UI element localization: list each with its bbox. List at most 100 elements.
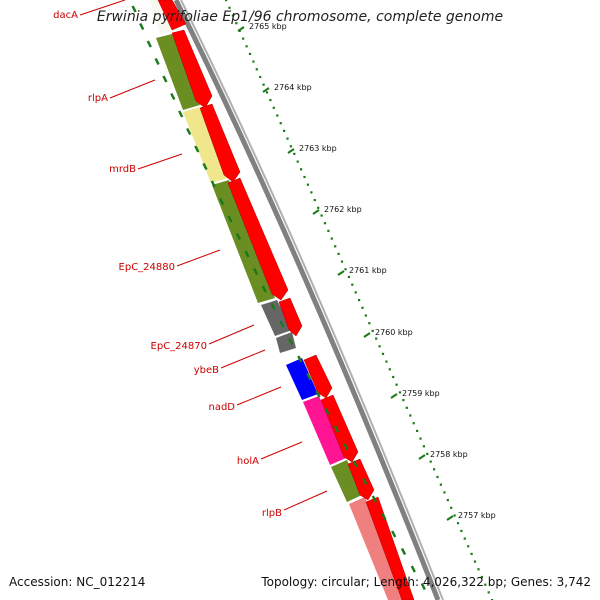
ruler-dot xyxy=(245,45,248,48)
ruler-dot xyxy=(436,475,439,479)
cds-arrow[interactable] xyxy=(303,354,333,399)
inner-dash xyxy=(288,337,294,346)
gene-track xyxy=(150,0,404,600)
ruler-dot xyxy=(303,175,306,179)
ruler-dot xyxy=(262,83,265,86)
ruler-dot xyxy=(259,75,262,79)
ruler-dot xyxy=(265,91,269,94)
ruler-dot xyxy=(368,322,371,325)
inner-dash xyxy=(410,565,416,573)
inner-dash xyxy=(371,495,377,503)
ruler-tick-label: 2762 kbp xyxy=(324,205,362,214)
gene-band-salmon[interactable] xyxy=(349,497,404,600)
gene-label-nadD[interactable]: nadD xyxy=(208,402,235,413)
ruler-tick-label: 2758 kbp xyxy=(430,450,468,459)
inner-dash xyxy=(261,285,267,293)
inner-dash xyxy=(352,460,358,468)
ruler-dot xyxy=(313,199,316,202)
ruler-tick-label: 2760 kbp xyxy=(375,328,413,337)
ruler-dot xyxy=(405,406,408,409)
inner-dash xyxy=(227,215,233,223)
ruler-tick-label: 2759 kbp xyxy=(402,389,440,398)
ruler-dot xyxy=(300,168,303,171)
inner-dash xyxy=(162,75,168,83)
ruler-dot xyxy=(242,37,245,40)
gene-label-EpC_24880[interactable]: EpC_24880 xyxy=(119,262,175,273)
ruler-dot xyxy=(364,314,367,317)
ruler-dot xyxy=(426,452,429,455)
gene-band-rlpB[interactable] xyxy=(331,460,362,502)
ruler-tick xyxy=(390,393,398,399)
cds-arrow[interactable] xyxy=(171,29,213,109)
ruler-dot xyxy=(412,422,415,425)
ruler-dot xyxy=(381,352,385,355)
ruler-dot xyxy=(337,252,340,255)
ruler-dot xyxy=(354,291,357,294)
ruler-dot xyxy=(433,468,436,471)
inner-dash xyxy=(154,57,160,66)
gene-band-EpC_24870[interactable] xyxy=(261,300,292,336)
ruler-dot xyxy=(402,399,405,402)
backbone-shadow xyxy=(180,0,444,600)
inner-dash xyxy=(194,145,200,153)
ruler-tick xyxy=(312,209,320,215)
ruler-dot xyxy=(334,245,337,248)
ruler-dot xyxy=(453,514,456,517)
ruler-dot xyxy=(385,360,388,363)
cds-arrow[interactable] xyxy=(347,458,375,501)
ruler-dot xyxy=(289,145,292,148)
cds-arrow[interactable] xyxy=(157,0,187,31)
ruler-dot xyxy=(473,560,477,563)
ruler-dot xyxy=(361,306,364,309)
inner-dash xyxy=(178,110,184,118)
gene-band-EpC_24880[interactable] xyxy=(212,180,275,303)
gene-label-mrdB[interactable]: mrdB xyxy=(109,164,136,175)
ruler-dot xyxy=(293,152,296,155)
inner-dash xyxy=(186,127,192,136)
inner-dash xyxy=(146,40,152,48)
ruler-dot xyxy=(371,329,374,332)
ruler-dot xyxy=(272,106,275,109)
gene-band-rlpA[interactable] xyxy=(156,34,200,110)
ruler-dot xyxy=(429,460,432,463)
ruler-tick xyxy=(287,148,295,154)
ruler-dot xyxy=(347,275,350,279)
inner-dash xyxy=(391,530,397,538)
ruler-dot xyxy=(443,491,446,494)
gene-label-leader xyxy=(236,386,282,406)
gene-label-leader xyxy=(283,490,328,511)
gene-label-rlpB[interactable]: rlpB xyxy=(262,508,282,519)
inner-dash xyxy=(210,180,216,188)
gene-label-leader xyxy=(176,249,221,267)
accession-label: Accession: NC_012214 xyxy=(9,575,146,589)
gene-band-mrdB[interactable] xyxy=(183,107,228,183)
ruler-dot xyxy=(283,129,286,132)
inner-dash xyxy=(306,372,312,381)
ruler-tick-label: 2764 kbp xyxy=(274,83,312,92)
inner-dash xyxy=(218,197,225,206)
gene-label-rlpA[interactable]: rlpA xyxy=(88,93,108,104)
cds-arrow[interactable] xyxy=(199,103,241,183)
chromosome-backbone xyxy=(173,0,441,600)
ruler-dot xyxy=(317,206,320,209)
inner-dash xyxy=(362,477,368,486)
gene-label-ybeB[interactable]: ybeB xyxy=(194,365,219,376)
cds-arrow[interactable] xyxy=(227,177,289,301)
cds-arrow[interactable] xyxy=(278,297,303,337)
ruler-dot xyxy=(340,260,344,263)
ruler-dot xyxy=(480,575,483,579)
cds-arrow[interactable] xyxy=(320,394,359,463)
gene-band-nadD[interactable] xyxy=(286,358,318,400)
inner-dash xyxy=(170,92,176,101)
gene-band-holA[interactable] xyxy=(303,396,346,465)
ruler-dot xyxy=(398,391,402,394)
inner-dash xyxy=(297,355,303,363)
ruler-tick xyxy=(237,26,245,32)
gene-label-EpC_24870[interactable]: EpC_24870 xyxy=(151,341,207,352)
gene-label-holA[interactable]: holA xyxy=(237,456,259,467)
ruler-dot xyxy=(327,229,330,232)
gene-band-ybeB[interactable] xyxy=(276,332,296,353)
ruler-dot xyxy=(320,214,323,217)
gene-label-dacA[interactable]: dacA xyxy=(53,10,78,21)
